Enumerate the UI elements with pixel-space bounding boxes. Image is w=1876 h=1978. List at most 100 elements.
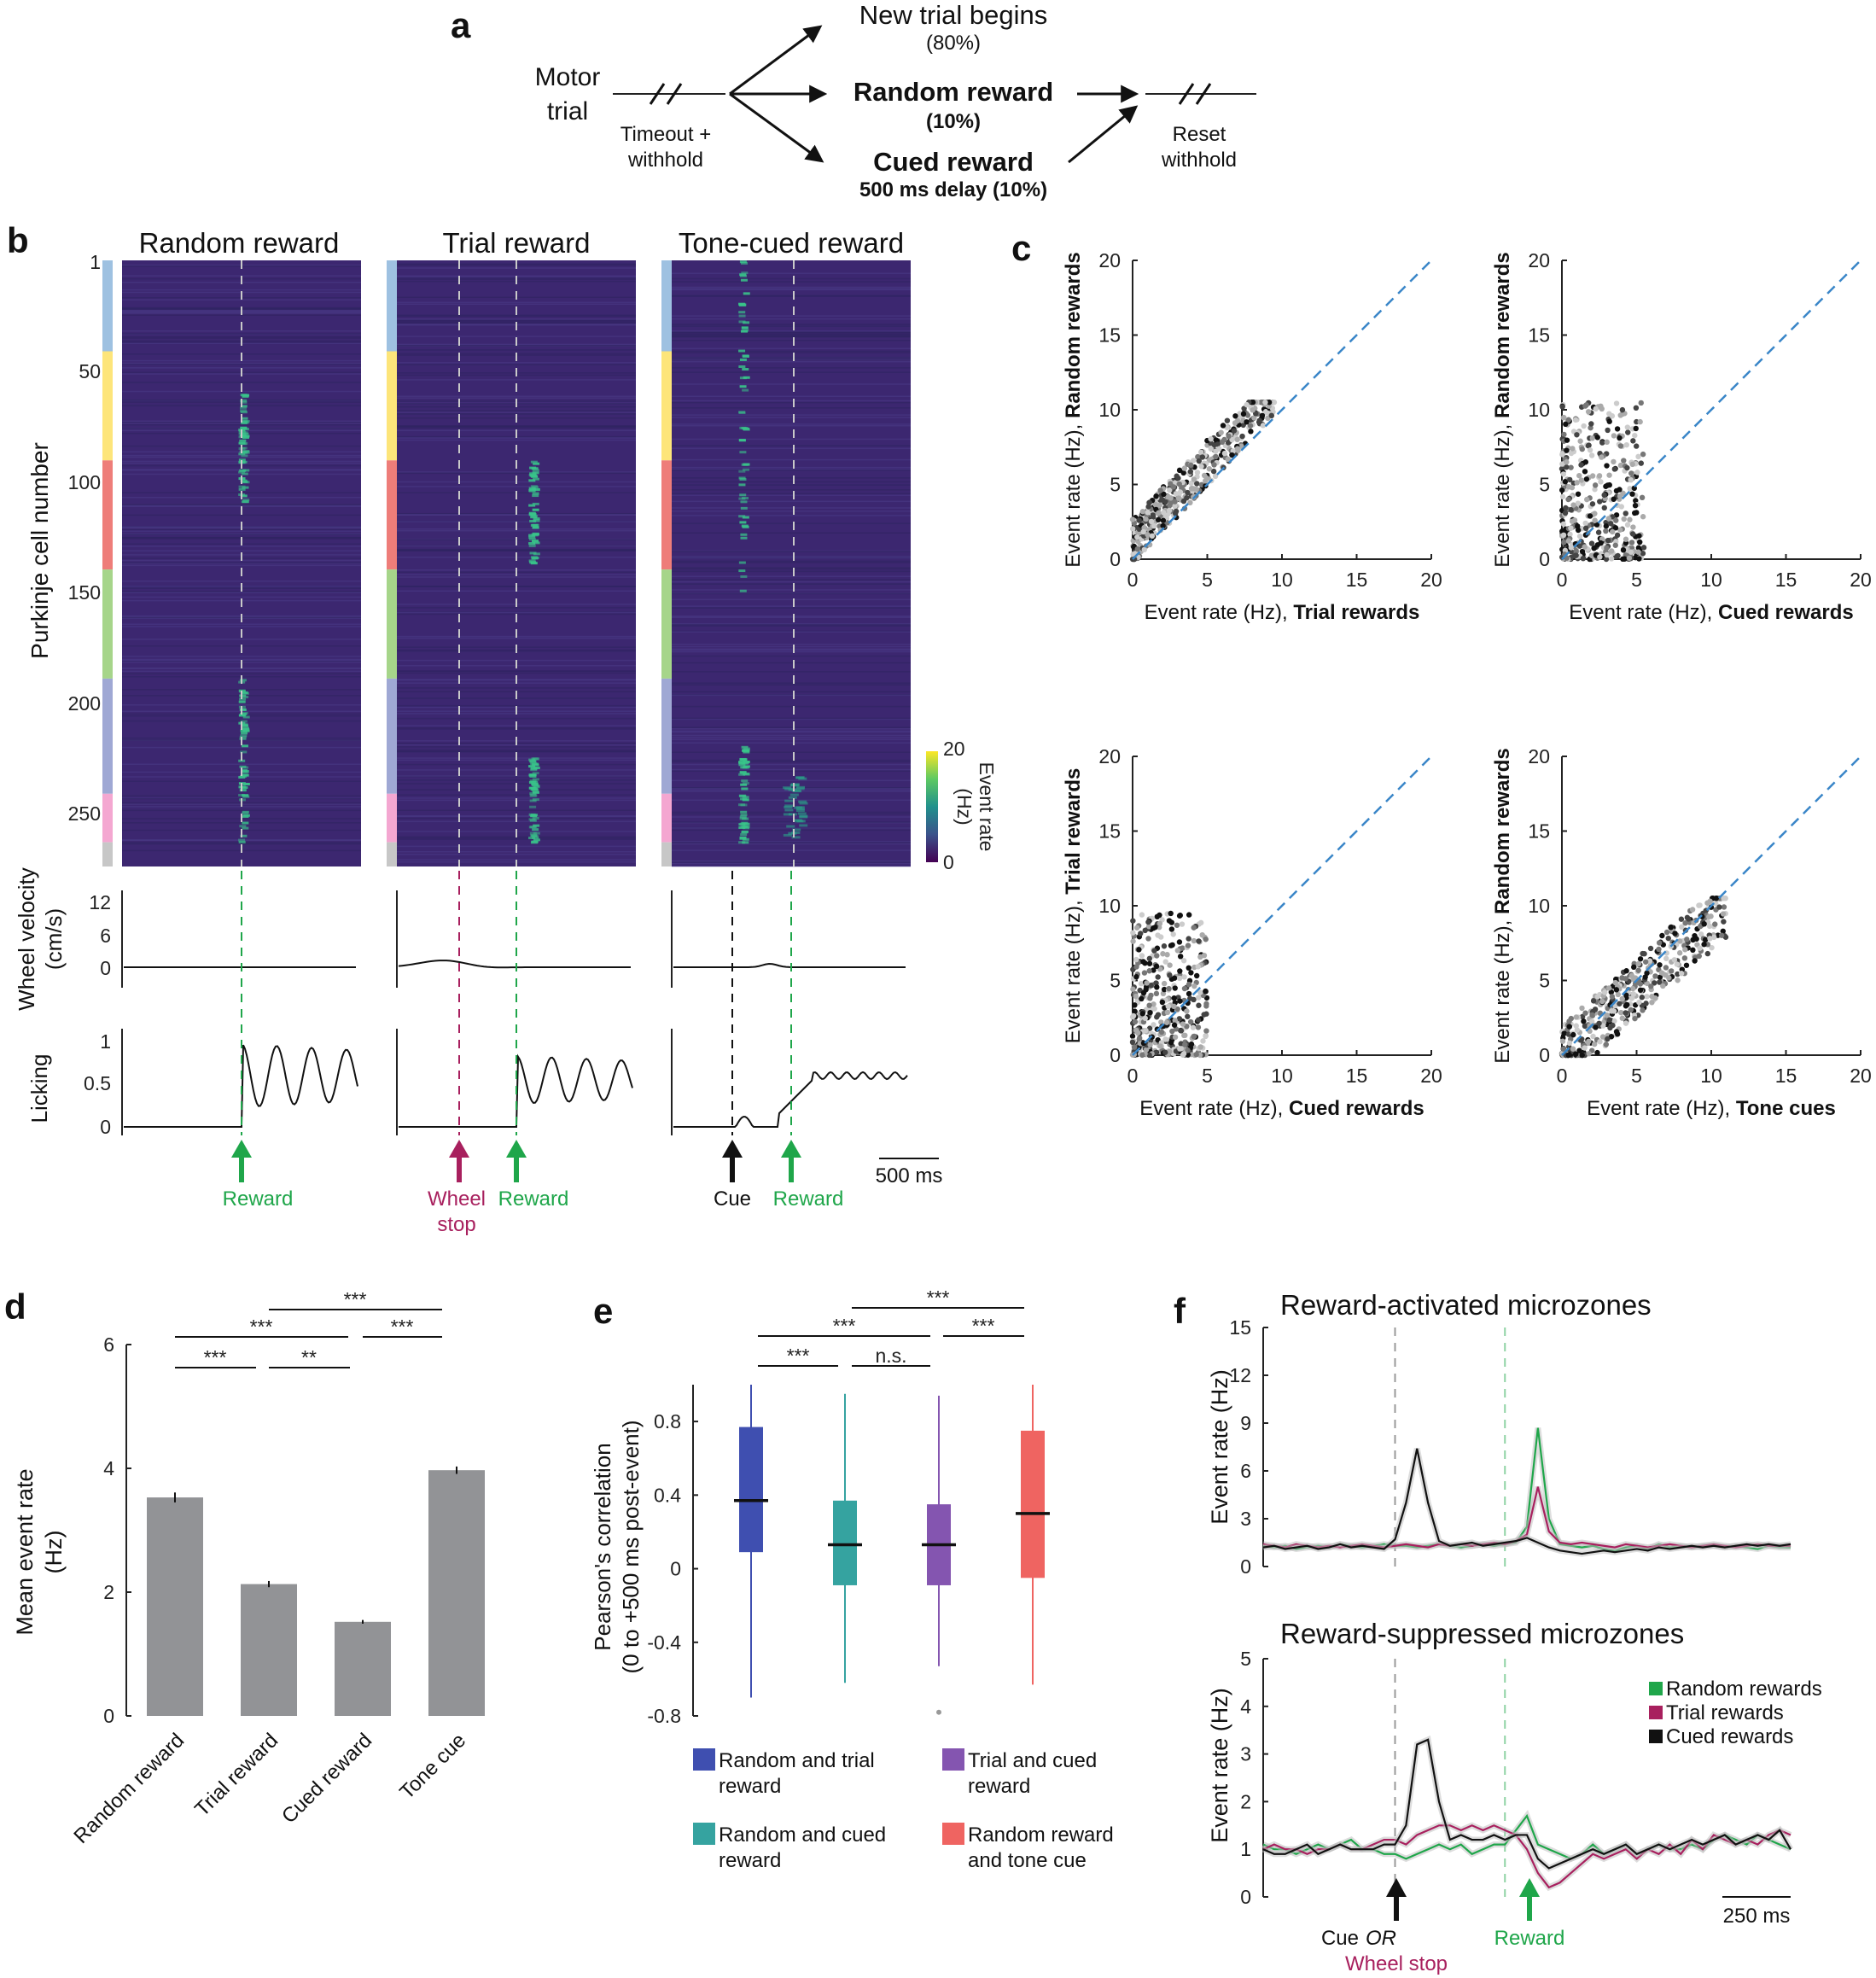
heatmap-row-texture bbox=[397, 794, 636, 796]
scatter-point bbox=[1146, 955, 1153, 962]
legend-swatch-trial-cued bbox=[942, 1748, 964, 1771]
microzone-band bbox=[661, 842, 672, 866]
heatmap-row-texture bbox=[397, 303, 636, 306]
heatmap-row-texture bbox=[672, 759, 911, 761]
heatmap-row-texture bbox=[122, 746, 361, 749]
scatter-ytick: 10 bbox=[1098, 895, 1121, 917]
reset-withhold-label: withhold bbox=[1161, 149, 1237, 172]
scatter-point bbox=[1697, 945, 1703, 951]
scatter-point bbox=[1623, 992, 1629, 999]
heatmap-row-texture bbox=[672, 400, 911, 402]
heatmap-response bbox=[532, 532, 539, 535]
scatter-point bbox=[1566, 1018, 1572, 1024]
scatter-xtick: 20 bbox=[1850, 1065, 1872, 1087]
scatter-point bbox=[1582, 525, 1589, 532]
microzone-band bbox=[102, 793, 113, 843]
scatter-point bbox=[1576, 1047, 1582, 1053]
scatter-point bbox=[1171, 1003, 1177, 1010]
heatmap-row-texture bbox=[672, 484, 911, 486]
heatmap-response bbox=[783, 786, 792, 790]
scatter-point bbox=[1164, 1009, 1171, 1016]
scatter-point bbox=[1590, 1033, 1596, 1040]
heatmap-row-texture bbox=[672, 705, 911, 708]
heatmap-row-texture bbox=[672, 423, 911, 425]
scatter-point bbox=[1199, 454, 1206, 460]
heatmap-row-texture bbox=[672, 583, 911, 585]
heatmap-row-texture bbox=[672, 360, 911, 363]
heatmap-response bbox=[528, 758, 536, 761]
scatter-point bbox=[1598, 479, 1604, 485]
scatter-point bbox=[1168, 499, 1174, 505]
scatter-point bbox=[1168, 1039, 1174, 1046]
heatmap-row-texture bbox=[672, 865, 911, 867]
scatter-point bbox=[1573, 1014, 1580, 1020]
heatmap-row-texture bbox=[122, 780, 361, 782]
heatmap-response bbox=[238, 793, 246, 796]
scatter-point bbox=[1186, 912, 1192, 918]
scatter-point bbox=[1696, 953, 1702, 960]
scatter-point bbox=[1166, 985, 1172, 992]
heatmap-response bbox=[240, 729, 248, 732]
microzone-band bbox=[102, 460, 113, 570]
heatmap-response bbox=[528, 559, 536, 563]
scatter-point bbox=[1565, 417, 1571, 423]
scatter-point bbox=[1197, 954, 1203, 960]
scatter-point bbox=[1610, 1022, 1616, 1029]
heatmap-response bbox=[740, 506, 748, 510]
scatter-point bbox=[1612, 542, 1618, 548]
microzone-band bbox=[102, 351, 113, 461]
e-ytick: 0.8 bbox=[654, 1410, 681, 1432]
heatmap-response bbox=[239, 774, 247, 778]
timeout-label: Timeout + bbox=[620, 123, 712, 146]
branch-arrow-new-trial bbox=[729, 25, 823, 96]
scatter-point bbox=[1146, 499, 1153, 505]
heatmap-row-texture bbox=[122, 550, 361, 551]
scatter-point bbox=[1203, 936, 1209, 942]
heatmap-row-texture bbox=[672, 862, 911, 865]
heatmap-response bbox=[740, 758, 748, 761]
heatmap-title-tone-cued: Tone-cued reward bbox=[679, 227, 904, 259]
scatter-point bbox=[1566, 1024, 1572, 1030]
scatter-point bbox=[1605, 516, 1612, 522]
event-arrowhead-reward bbox=[506, 1140, 527, 1158]
scatter-point bbox=[1198, 449, 1204, 455]
scatter-point bbox=[1151, 967, 1156, 973]
heatmap-row-texture bbox=[397, 397, 636, 399]
marker-wheel: Wheel bbox=[428, 1187, 486, 1211]
heatmap-row-texture bbox=[672, 289, 911, 291]
heatmap-response bbox=[739, 385, 747, 388]
scatter-point bbox=[1134, 546, 1140, 552]
heatmap-row-texture bbox=[122, 289, 361, 291]
heatmap-response bbox=[239, 679, 247, 682]
colorbar-max: 20 bbox=[943, 738, 965, 760]
scatter-point bbox=[1681, 955, 1688, 961]
scatter-xtick: 0 bbox=[1557, 1065, 1568, 1087]
scatter-point bbox=[1167, 962, 1173, 968]
heatmap-row-texture bbox=[122, 456, 361, 458]
scatter-point bbox=[1565, 1031, 1572, 1037]
heatmap-row-texture bbox=[672, 579, 911, 581]
scatter-point bbox=[1561, 414, 1567, 421]
heatmap-row-texture bbox=[397, 314, 636, 317]
heatmap-response bbox=[528, 538, 536, 541]
scatter-point bbox=[1713, 896, 1719, 901]
scatter-point bbox=[1142, 927, 1148, 934]
heatmap-response bbox=[791, 831, 801, 834]
heatmap-response bbox=[528, 489, 536, 493]
scatter-point bbox=[1635, 960, 1641, 967]
heatmap-row-texture bbox=[672, 718, 911, 721]
scatter-point bbox=[1624, 522, 1631, 528]
scatter-ytick: 20 bbox=[1098, 249, 1121, 271]
heatmap-row-texture bbox=[672, 737, 911, 738]
scatter-point bbox=[1172, 985, 1178, 991]
heatmap-response bbox=[242, 815, 249, 819]
scatter-point bbox=[1657, 962, 1663, 968]
scatter-point bbox=[1713, 901, 1719, 907]
heatmap-response bbox=[739, 589, 747, 592]
heatmap-response bbox=[739, 451, 747, 454]
scatter-point bbox=[1623, 536, 1629, 542]
heatmap-row-texture bbox=[122, 314, 361, 316]
scatter-point bbox=[1573, 1023, 1579, 1029]
scatter-point bbox=[1675, 977, 1681, 983]
scatter-point bbox=[1676, 950, 1683, 956]
